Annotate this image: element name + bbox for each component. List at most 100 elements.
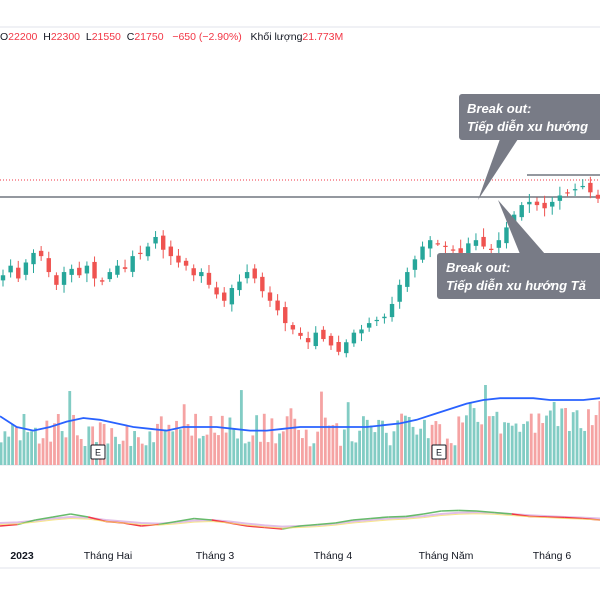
volume-bar — [476, 421, 480, 465]
volume-bar — [423, 419, 426, 465]
volume-bar — [529, 413, 533, 465]
candle-body — [267, 292, 273, 301]
candle-body — [31, 252, 36, 265]
open-value: 22200 — [8, 31, 38, 43]
volume-bar — [304, 429, 308, 465]
candle-body — [557, 195, 563, 201]
volume-bar — [510, 425, 514, 465]
close-label: C — [126, 31, 135, 43]
event-marker-1[interactable]: E — [90, 444, 106, 460]
volume-bar — [323, 417, 327, 465]
candle-body — [427, 240, 433, 249]
candle-body — [153, 236, 158, 244]
candle-body — [321, 329, 326, 340]
volume-bar — [102, 423, 106, 465]
oscillator-line-segment — [405, 513, 424, 518]
volume-bar — [182, 404, 186, 465]
volume-bar — [121, 440, 125, 465]
volume-bar — [152, 442, 156, 465]
volume-bar — [384, 432, 388, 465]
callout-2-pointer — [498, 200, 545, 254]
volume-bar — [312, 443, 316, 465]
volume-bar — [541, 423, 545, 465]
volume-bar — [358, 430, 362, 465]
volume-bar — [239, 390, 243, 465]
volume-bar — [571, 412, 575, 465]
high-value: 22300 — [50, 31, 81, 43]
annotation-callout-2[interactable]: Break out: Tiếp diễn xu hướng Tă — [437, 200, 600, 299]
volume-bar — [560, 408, 564, 465]
volume-bar — [339, 445, 342, 465]
volume-bar — [457, 416, 461, 465]
candle-body — [107, 272, 112, 280]
volume-bar — [396, 420, 400, 465]
event-marker-2[interactable]: E — [431, 444, 447, 460]
candle-body — [328, 335, 334, 346]
volume-bar — [167, 424, 171, 465]
oscillator-line-segment — [194, 517, 212, 521]
x-tick-label: Tháng 3 — [196, 550, 235, 562]
volume-bar — [262, 413, 266, 465]
volume-bar — [377, 419, 381, 465]
volume-bar — [186, 424, 190, 465]
volume-bar — [506, 422, 510, 465]
candle-body — [229, 288, 235, 305]
candle-body — [214, 287, 219, 295]
annotation-callout-1[interactable]: Break out: Tiếp diễn xu hướng — [459, 94, 600, 200]
candle-body — [504, 227, 509, 244]
volume-bar — [213, 432, 217, 465]
volume-bar — [346, 402, 350, 465]
volume-bar — [373, 432, 377, 465]
volume-bar — [232, 428, 236, 465]
volume-bar — [14, 427, 18, 465]
volume-bar — [415, 434, 419, 465]
oscillator-line-segment — [264, 526, 283, 530]
volume-bar — [247, 441, 251, 465]
volume-bar — [388, 445, 392, 465]
volume-bar — [552, 401, 556, 465]
volume-bar — [175, 420, 178, 465]
oscillator-line-segment — [52, 513, 71, 518]
candle-body — [252, 268, 257, 279]
volume-bar — [201, 435, 205, 465]
volume-bar — [270, 418, 274, 465]
volume-bar — [281, 431, 285, 465]
candle-body — [138, 252, 143, 255]
volume-bar — [533, 432, 537, 465]
candle-body — [527, 201, 532, 205]
oscillator-line-segment — [35, 516, 54, 521]
candle-body — [305, 338, 311, 343]
volume-bar — [190, 435, 194, 465]
volume-bar — [72, 414, 75, 465]
volume-bar — [434, 421, 438, 465]
volume-bar — [381, 420, 384, 465]
candle-body — [38, 250, 44, 257]
candle-body — [46, 258, 51, 273]
candle-body — [542, 202, 547, 209]
oscillator-line-segment — [176, 517, 195, 523]
volume-bar — [461, 422, 465, 465]
candle-body — [374, 319, 379, 322]
volume-bar — [350, 441, 354, 465]
event-marker-2-label: E — [436, 448, 442, 458]
volume-bar — [159, 416, 163, 465]
candle-body — [244, 272, 250, 279]
volume-bar — [342, 429, 346, 465]
volume-bar — [209, 416, 213, 465]
candle-body — [389, 303, 395, 318]
candle-body — [260, 276, 265, 292]
volume-bar — [194, 413, 198, 465]
volume-bar — [106, 443, 110, 465]
volume-bar — [445, 438, 449, 465]
candle-body — [351, 332, 357, 344]
volume-bar — [411, 426, 415, 465]
candle-body — [443, 245, 448, 247]
oscillator-secondary-line — [0, 513, 600, 529]
volume-bar — [49, 441, 53, 465]
oscillator-line-segment — [441, 509, 459, 512]
volume-bar — [495, 411, 499, 465]
candle-body — [222, 292, 227, 301]
volume-bar — [293, 418, 297, 465]
ohlc-legend: O22200 H22300 L21550 C21750 −650 (−2.90%… — [0, 31, 343, 47]
